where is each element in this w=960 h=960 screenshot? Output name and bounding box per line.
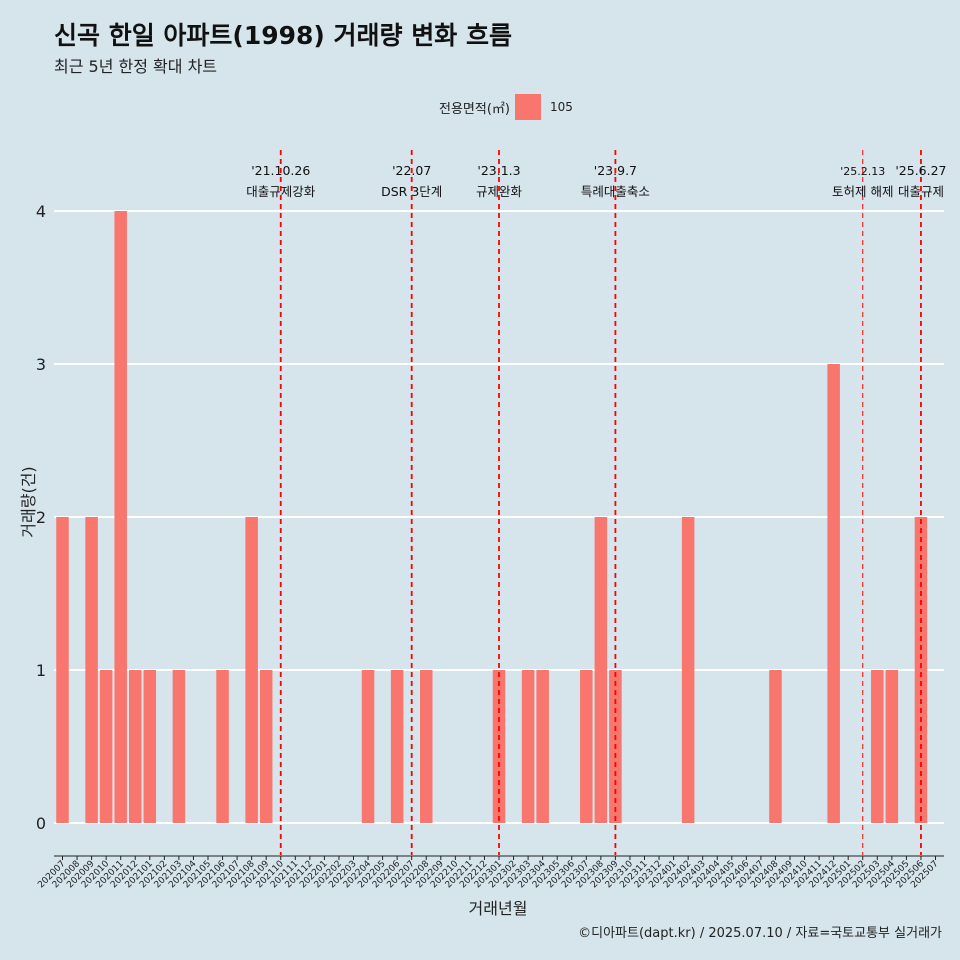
legend-entry: 105 — [550, 100, 573, 114]
event-label: 대출규제 — [898, 184, 944, 199]
bar-202506 — [914, 517, 928, 823]
bar-202106 — [216, 670, 229, 823]
bar-202101 — [143, 670, 157, 823]
event-date: '23.1.3 — [477, 163, 520, 178]
bar-202009 — [85, 517, 98, 823]
event-date: '22.07 — [392, 163, 431, 178]
event-label: 대출규제강화 — [246, 184, 316, 199]
legend-title: 전용면적(㎡) — [439, 102, 510, 117]
event-label: DSR 3단계 — [381, 184, 442, 199]
bar-202108 — [245, 517, 258, 823]
bar-202103 — [172, 670, 186, 823]
y-tick-label: 3 — [36, 355, 46, 374]
y-axis-label: 거래량(건) — [19, 466, 38, 537]
source-caption: ©디아파트(dapt.kr) / 2025.07.10 / 자료=국토교통부 실… — [578, 926, 942, 941]
bar-202304 — [536, 670, 549, 823]
event-date: '21.10.26 — [251, 163, 310, 178]
y-tick-label: 4 — [36, 202, 46, 221]
bar-202208 — [420, 670, 433, 823]
x-axis: 2020072020082020092020102020112020122021… — [36, 855, 944, 890]
y-tick-label: 0 — [36, 814, 46, 833]
event-label: 특례대출축소 — [581, 184, 650, 199]
event-date: '25.2.13 — [840, 165, 885, 178]
event-label: 토허제 해제 — [832, 184, 893, 199]
chart-title: 신곡 한일 아파트(1998) 거래량 변화 흐름 — [54, 21, 512, 50]
bar-202012 — [129, 670, 142, 823]
bar-202204 — [361, 670, 375, 823]
event-date: '23.9.7 — [594, 163, 637, 178]
bar-202408 — [769, 670, 782, 823]
chart-subtitle: 최근 5년 한정 확대 차트 — [54, 57, 218, 76]
bar-202303 — [521, 670, 535, 823]
bar-202308 — [594, 517, 608, 823]
bar-202206 — [390, 670, 404, 823]
legend: 전용면적(㎡) 105 — [0, 92, 960, 122]
bar-202503 — [871, 670, 884, 823]
y-tick-label: 2 — [36, 508, 46, 527]
bar-202010 — [99, 670, 113, 823]
bar-202412 — [827, 364, 840, 823]
bar-202007 — [56, 517, 69, 823]
y-tick-labels: 0 1 2 3 4 — [36, 202, 46, 833]
event-label: 규제완화 — [476, 184, 523, 199]
legend-swatch — [515, 94, 541, 120]
bar-202402 — [681, 517, 695, 823]
bar-202504 — [885, 670, 899, 823]
bar-202109 — [259, 670, 273, 823]
event-lines: '21.10.26 대출규제강화 '22.07 DSR 3단계 '23.1.3 규제완화 '… — [246, 150, 947, 855]
bar-202307 — [580, 670, 593, 823]
event-date: '25.6.27 — [895, 163, 946, 178]
bar-202011 — [114, 211, 127, 823]
y-tick-label: 1 — [36, 661, 46, 680]
x-axis-label: 거래년월 — [469, 899, 528, 918]
bars — [56, 211, 928, 823]
